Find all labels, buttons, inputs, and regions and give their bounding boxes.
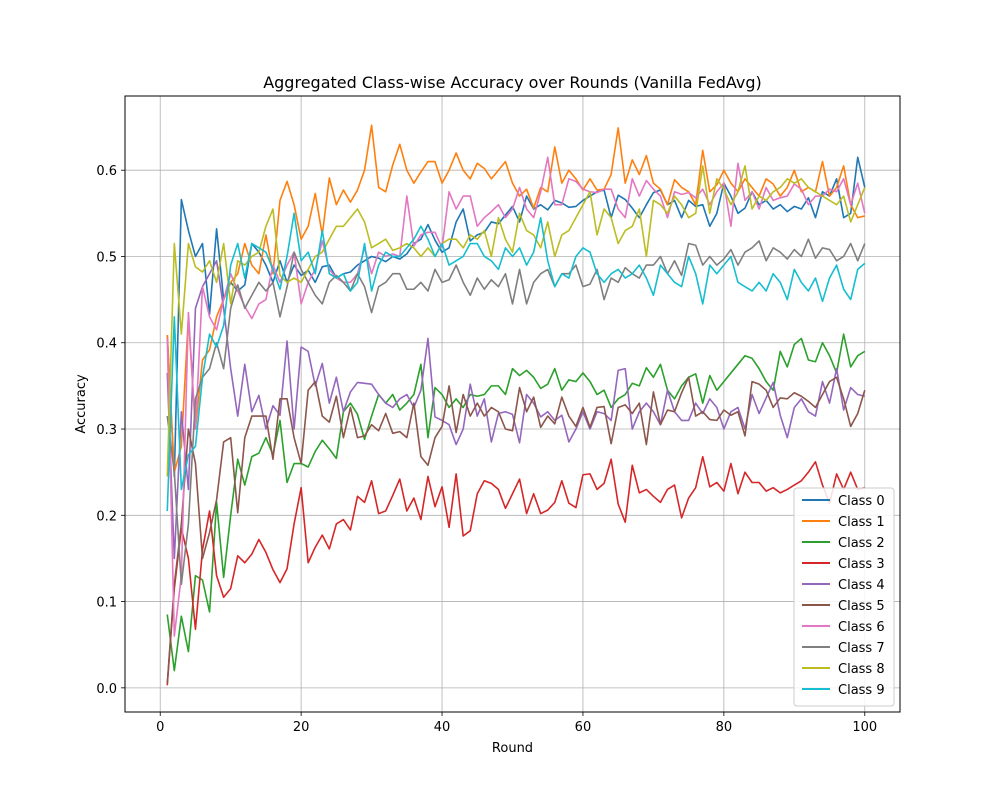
legend-label: Class 3 bbox=[838, 557, 885, 572]
x-tick-label: 80 bbox=[716, 720, 733, 735]
y-tick-label: 0.4 bbox=[96, 337, 117, 352]
legend-label: Class 1 bbox=[838, 515, 885, 530]
y-tick-label: 0.0 bbox=[96, 682, 117, 697]
y-tick-label: 0.3 bbox=[96, 423, 117, 438]
y-tick-label: 0.6 bbox=[96, 164, 117, 179]
legend-label: Class 5 bbox=[838, 599, 885, 614]
series-line-class-9 bbox=[166, 212, 866, 512]
legend-label: Class 7 bbox=[838, 641, 885, 656]
legend-label: Class 2 bbox=[838, 536, 885, 551]
series-line-class-7 bbox=[166, 238, 866, 586]
legend-label: Class 6 bbox=[838, 620, 885, 635]
series-lines bbox=[166, 124, 866, 686]
y-tick-label: 0.2 bbox=[96, 509, 117, 524]
y-tick-label: 0.5 bbox=[96, 250, 117, 265]
plot-area-frame bbox=[124, 95, 901, 713]
y-tick-label: 0.1 bbox=[96, 596, 117, 611]
x-tick-label: 20 bbox=[293, 720, 310, 735]
legend-label: Class 4 bbox=[838, 578, 885, 593]
x-tick-label: 100 bbox=[852, 720, 877, 735]
series-line-class-8 bbox=[166, 165, 866, 477]
y-axis-ticks: 0.0 0.1 0.2 0.3 0.4 0.5 0.6 bbox=[96, 164, 125, 697]
x-tick-label: 40 bbox=[434, 720, 451, 735]
chart-title: Aggregated Class-wise Accuracy over Roun… bbox=[263, 73, 762, 92]
x-axis-label: Round bbox=[492, 741, 533, 756]
legend-label: Class 9 bbox=[838, 683, 885, 698]
series-line-class-5 bbox=[166, 376, 866, 684]
x-tick-label: 0 bbox=[156, 720, 164, 735]
legend: Class 0 Class 1 Class 2 Class 3 Class 4 Class… bbox=[793, 487, 895, 707]
series-line-class-2 bbox=[166, 333, 866, 672]
y-axis-label: Accuracy bbox=[74, 374, 89, 434]
x-tick-label: 60 bbox=[575, 720, 592, 735]
legend-label: Class 8 bbox=[838, 662, 885, 677]
legend-label: Class 0 bbox=[838, 494, 885, 509]
series-line-class-3 bbox=[166, 455, 865, 686]
x-axis-ticks: 0 20 40 60 80 100 bbox=[156, 712, 877, 735]
